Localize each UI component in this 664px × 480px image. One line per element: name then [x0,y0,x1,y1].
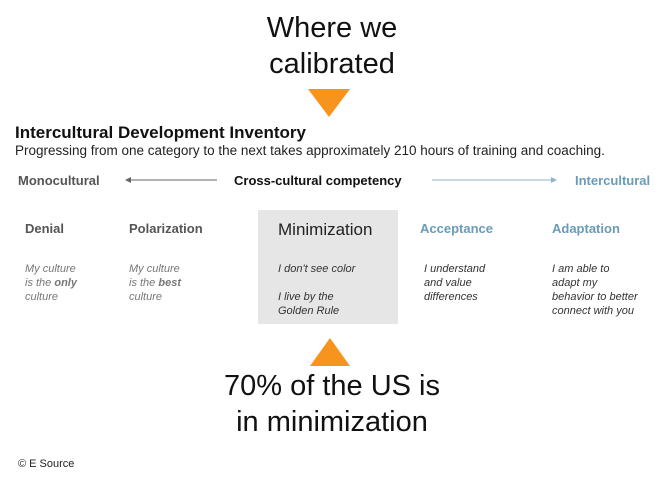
desc-line: culture [129,291,163,303]
desc-text: is the [129,277,159,289]
desc-line: I understand [424,263,486,275]
desc-text: is the [25,277,55,289]
axis-right-label: Intercultural [575,173,651,188]
axis-left-label: Monocultural [18,173,100,188]
desc-line: I don't see color [278,263,356,275]
desc-line: behavior to better [552,291,638,303]
desc-line: and value [424,277,472,289]
stage-acceptance: Acceptance [420,221,493,236]
title: Intercultural Development Inventory [15,123,306,142]
stage-minimization: Minimization [278,220,373,239]
bottom-callout: 70% of the US is in minimization [0,368,664,440]
right-arrow-icon [432,177,557,183]
desc-emphasis: best [158,277,181,289]
up-arrow-icon [310,338,350,366]
bottom-callout-line2: in minimization [236,406,428,438]
desc-line: connect with you [552,305,634,317]
desc-line: differences [424,291,478,303]
stage-denial: Denial [25,221,65,236]
minimization-desc: I don't see color I live by the Golden R… [278,262,355,318]
desc-line: adapt my [552,277,598,289]
denial-desc: My culture is the only culture [25,262,77,304]
stage-adaptation: Adaptation [552,221,620,236]
bottom-callout-line1: 70% of the US is [224,370,440,402]
top-callout-line2: calibrated [269,48,395,80]
desc-line: is the best [129,276,181,290]
top-callout-line1: Where we [266,12,398,44]
desc-line: My culture [129,263,180,275]
copyright: © E Source [18,458,75,470]
acceptance-desc: I understand and value differences [424,262,485,304]
desc-line: My culture [25,263,76,275]
desc-line: I live by the [278,291,334,303]
minimization-highlight-box [258,210,398,324]
stage-polarization: Polarization [129,221,203,236]
desc-line: is the only [25,276,77,290]
top-callout: Where we calibrated [0,10,664,82]
desc-emphasis: only [54,277,77,289]
axis-center-label: Cross-cultural competency [234,173,402,188]
polarization-desc: My culture is the best culture [129,262,181,304]
subtitle: Progressing from one category to the nex… [15,143,605,158]
desc-line: culture [25,291,59,303]
down-arrow-icon [308,89,350,117]
desc-line: I am able to [552,263,610,275]
desc-line: Golden Rule [278,305,340,317]
left-arrow-icon [125,177,217,183]
adaptation-desc: I am able to adapt my behavior to better… [552,262,638,318]
